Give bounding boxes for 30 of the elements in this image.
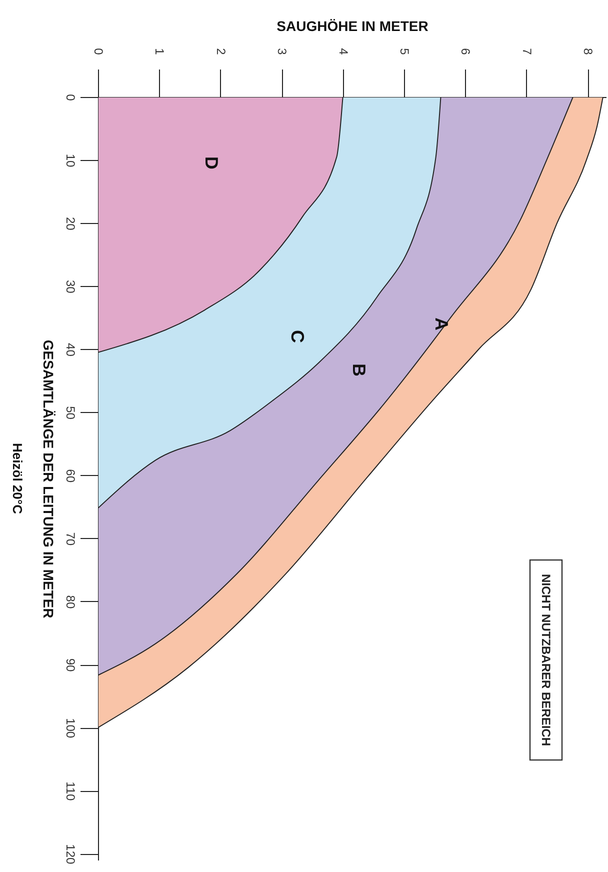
y-tick-label: 120 (64, 844, 78, 865)
y-tick-label: 110 (64, 782, 78, 802)
x-tick-label: 0 (92, 48, 106, 56)
series-label: A (432, 318, 452, 331)
series-label: D (201, 156, 222, 170)
series-label: B (349, 363, 369, 376)
y-tick-label: 100 (64, 718, 78, 738)
x-tick-label: 2 (214, 48, 228, 56)
x-axis-title: SAUGHÖHE IN METER (276, 18, 428, 34)
annotation: NICHT NUTZBARER BEREICH (539, 574, 553, 746)
x-tick-label: 1 (152, 48, 167, 56)
y-tick-label: 40 (64, 343, 78, 357)
x-tick-label: 5 (398, 48, 412, 56)
x-tick-label: 3 (275, 48, 290, 56)
y-tick-label: 80 (64, 595, 78, 609)
y-tick-label: 10 (64, 154, 78, 168)
x-tick-label: 7 (520, 48, 534, 56)
x-tick-label: 4 (336, 48, 350, 56)
y-tick-label: 50 (64, 406, 78, 420)
x-tick-label: 8 (581, 48, 596, 56)
y-tick-label: 90 (64, 658, 78, 672)
y-tick-label: 20 (64, 216, 78, 231)
y-tick-label: 0 (64, 94, 78, 102)
x-tick-label: 6 (458, 48, 473, 56)
y-tick-label: 60 (64, 469, 78, 483)
y-tick-label: 70 (64, 532, 78, 546)
text: Heizöl 20°C (10, 443, 25, 515)
series-label: C (287, 330, 308, 343)
y-tick-label: 30 (64, 280, 78, 294)
y-axis-title: GESAMTLÄNGE DER LEITUNG IN METER (40, 340, 56, 618)
